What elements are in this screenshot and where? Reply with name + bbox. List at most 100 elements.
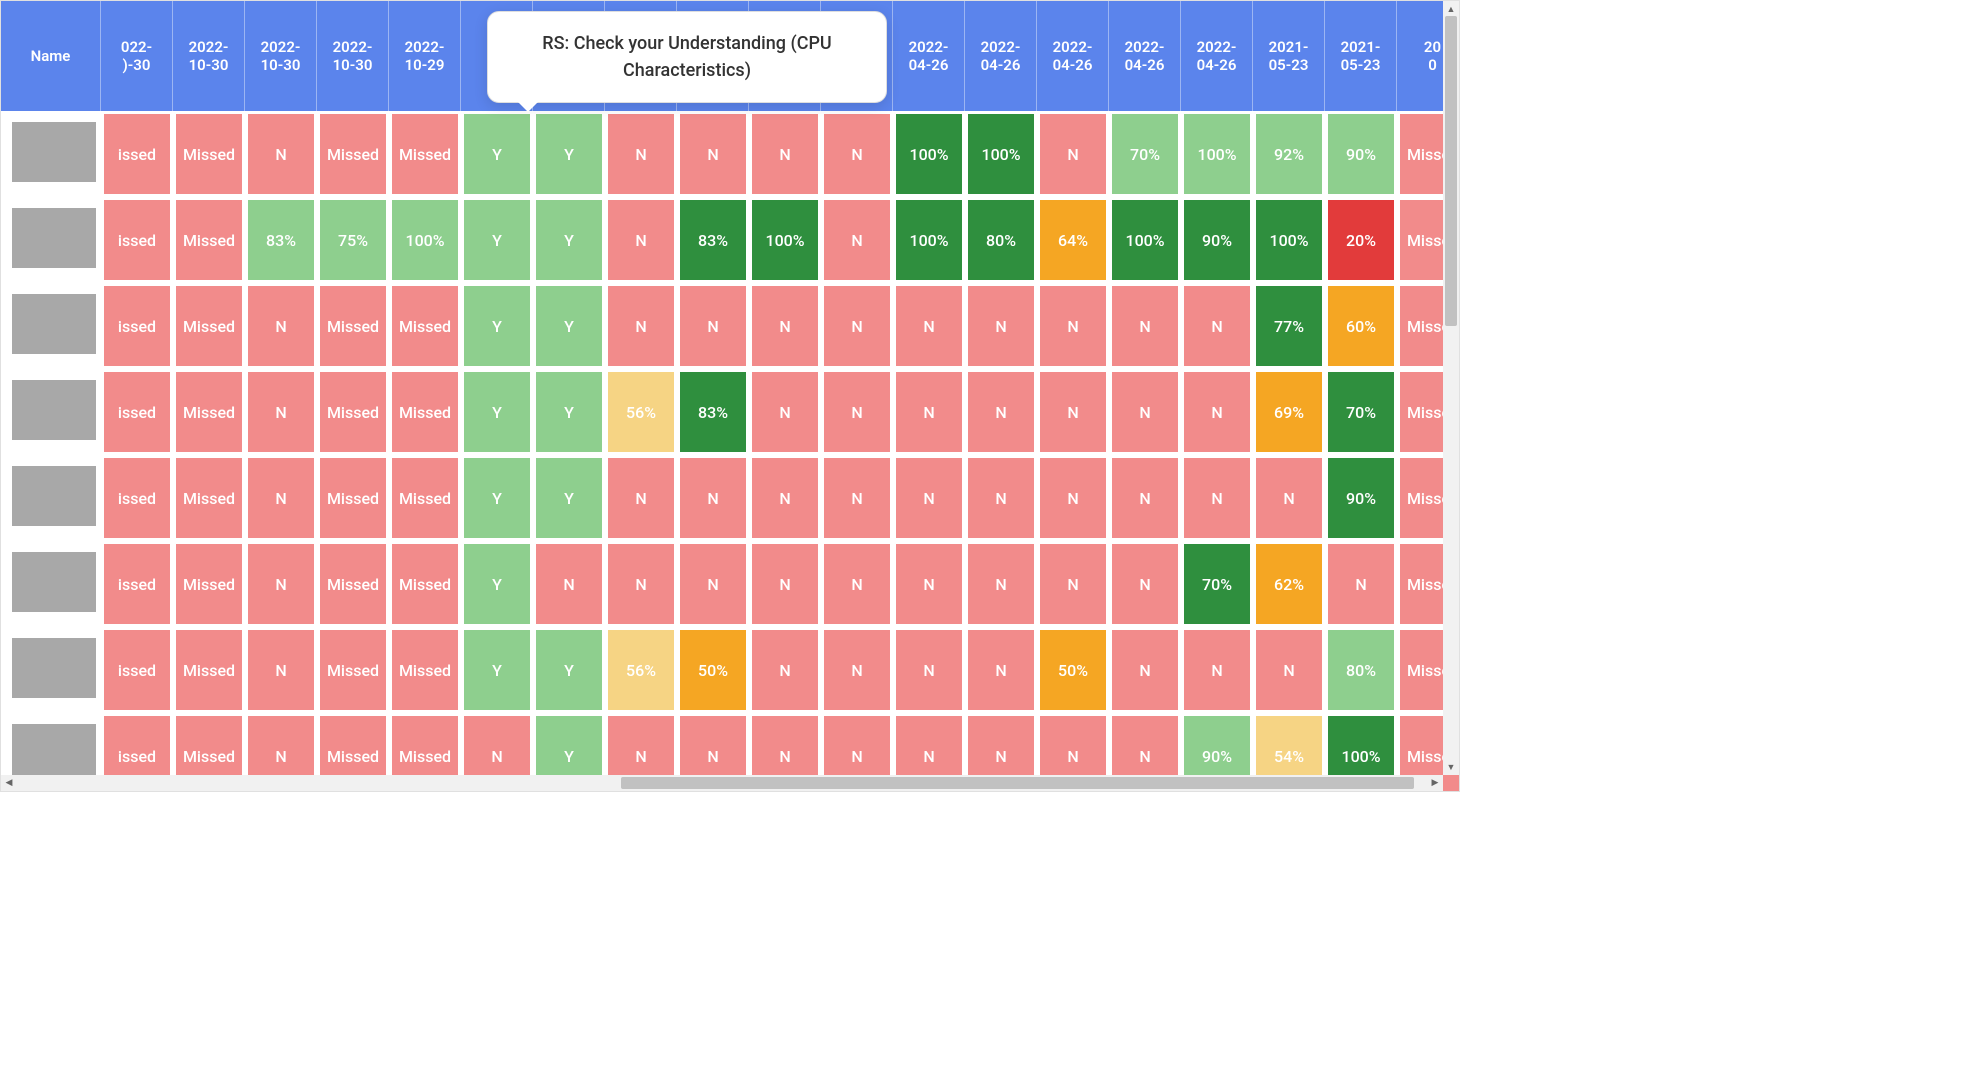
- grade-cell[interactable]: 100%: [1109, 197, 1181, 283]
- grade-cell[interactable]: N: [1181, 283, 1253, 369]
- grade-cell[interactable]: N: [749, 111, 821, 197]
- grade-cell[interactable]: 100%: [1181, 111, 1253, 197]
- grade-cell[interactable]: issed: [101, 283, 173, 369]
- grade-cell[interactable]: N: [245, 111, 317, 197]
- grade-cell[interactable]: 90%: [1325, 111, 1397, 197]
- grade-cell[interactable]: N: [533, 541, 605, 627]
- grade-cell[interactable]: 70%: [1181, 541, 1253, 627]
- student-name-cell[interactable]: [1, 541, 101, 627]
- column-header-date[interactable]: 2021-05-23: [1325, 1, 1397, 111]
- scroll-down-arrow[interactable]: ▼: [1443, 759, 1459, 775]
- grade-cell[interactable]: 100%: [893, 111, 965, 197]
- grade-cell[interactable]: N: [749, 283, 821, 369]
- grade-cell[interactable]: issed: [101, 455, 173, 541]
- student-name-cell[interactable]: [1, 627, 101, 713]
- grade-cell[interactable]: 100%: [749, 197, 821, 283]
- grade-cell[interactable]: 75%: [317, 197, 389, 283]
- grade-cell[interactable]: Y: [461, 369, 533, 455]
- vertical-scrollbar[interactable]: ▲ ▼: [1443, 1, 1459, 775]
- grade-cell[interactable]: Missed: [173, 283, 245, 369]
- grade-cell[interactable]: 56%: [605, 369, 677, 455]
- student-name-cell[interactable]: [1, 369, 101, 455]
- grade-cell[interactable]: 50%: [677, 627, 749, 713]
- grade-cell[interactable]: Y: [461, 541, 533, 627]
- grade-cell[interactable]: Y: [533, 111, 605, 197]
- grade-cell[interactable]: N: [1037, 369, 1109, 455]
- grade-cell[interactable]: N: [677, 455, 749, 541]
- column-header-date[interactable]: 2022-04-26: [893, 1, 965, 111]
- grade-cell[interactable]: Y: [461, 627, 533, 713]
- grade-cell[interactable]: Y: [461, 197, 533, 283]
- horizontal-scrollbar[interactable]: ◀ ▶: [1, 775, 1443, 791]
- grade-cell[interactable]: Y: [533, 283, 605, 369]
- grade-cell[interactable]: Missed: [173, 541, 245, 627]
- grade-cell[interactable]: N: [965, 369, 1037, 455]
- student-name-cell[interactable]: [1, 111, 101, 197]
- grade-cell[interactable]: 90%: [1325, 455, 1397, 541]
- grade-cell[interactable]: N: [1181, 455, 1253, 541]
- grade-cell[interactable]: N: [821, 197, 893, 283]
- column-header-date[interactable]: 2021-05-23: [1253, 1, 1325, 111]
- grade-cell[interactable]: Missed: [317, 111, 389, 197]
- grade-cell[interactable]: N: [1253, 627, 1325, 713]
- grade-cell[interactable]: N: [605, 455, 677, 541]
- grade-cell[interactable]: N: [821, 455, 893, 541]
- grade-cell[interactable]: Y: [533, 197, 605, 283]
- grade-cell[interactable]: N: [1109, 283, 1181, 369]
- grade-cell[interactable]: N: [605, 197, 677, 283]
- grade-cell[interactable]: N: [1109, 541, 1181, 627]
- grade-cell[interactable]: N: [965, 455, 1037, 541]
- grade-cell[interactable]: N: [1037, 541, 1109, 627]
- grade-cell[interactable]: 80%: [965, 197, 1037, 283]
- grade-cell[interactable]: Y: [461, 455, 533, 541]
- grade-cell[interactable]: 70%: [1109, 111, 1181, 197]
- grade-cell[interactable]: N: [821, 111, 893, 197]
- scroll-left-arrow[interactable]: ◀: [1, 775, 17, 791]
- grade-cell[interactable]: Missed: [389, 111, 461, 197]
- student-name-cell[interactable]: [1, 283, 101, 369]
- grade-cell[interactable]: 100%: [1253, 197, 1325, 283]
- grade-cell[interactable]: 60%: [1325, 283, 1397, 369]
- grade-cell[interactable]: Y: [461, 283, 533, 369]
- grade-cell[interactable]: Missed: [389, 627, 461, 713]
- grade-cell[interactable]: 100%: [389, 197, 461, 283]
- column-header-date[interactable]: 2022-10-30: [245, 1, 317, 111]
- grade-cell[interactable]: Missed: [173, 197, 245, 283]
- grade-cell[interactable]: N: [1181, 369, 1253, 455]
- grade-cell[interactable]: N: [245, 283, 317, 369]
- grade-cell[interactable]: Missed: [317, 627, 389, 713]
- grade-cell[interactable]: N: [821, 541, 893, 627]
- grade-cell[interactable]: N: [893, 541, 965, 627]
- grade-cell[interactable]: N: [677, 283, 749, 369]
- grade-cell[interactable]: Missed: [389, 455, 461, 541]
- column-header-date[interactable]: 2022-04-26: [1181, 1, 1253, 111]
- column-header-date[interactable]: 2022-04-26: [1109, 1, 1181, 111]
- column-header-date[interactable]: 022-)-30: [101, 1, 173, 111]
- scroll-container[interactable]: Name022-)-302022-10-302022-10-302022-10-…: [1, 1, 1459, 791]
- grade-cell[interactable]: N: [245, 455, 317, 541]
- grade-cell[interactable]: Missed: [173, 111, 245, 197]
- column-header-date[interactable]: 2022-04-26: [1037, 1, 1109, 111]
- grade-cell[interactable]: N: [1037, 111, 1109, 197]
- grade-cell[interactable]: issed: [101, 111, 173, 197]
- grade-cell[interactable]: N: [965, 541, 1037, 627]
- grade-cell[interactable]: N: [605, 541, 677, 627]
- grade-cell[interactable]: 83%: [677, 197, 749, 283]
- grade-cell[interactable]: Missed: [317, 541, 389, 627]
- grade-cell[interactable]: Y: [461, 111, 533, 197]
- grade-cell[interactable]: issed: [101, 197, 173, 283]
- grade-cell[interactable]: N: [1253, 455, 1325, 541]
- grade-cell[interactable]: N: [821, 627, 893, 713]
- student-name-cell[interactable]: [1, 455, 101, 541]
- grade-cell[interactable]: N: [245, 627, 317, 713]
- grade-cell[interactable]: N: [677, 541, 749, 627]
- grade-cell[interactable]: Missed: [317, 369, 389, 455]
- grade-cell[interactable]: N: [245, 369, 317, 455]
- grade-cell[interactable]: N: [965, 283, 1037, 369]
- grade-cell[interactable]: N: [749, 627, 821, 713]
- grade-cell[interactable]: N: [749, 541, 821, 627]
- student-name-cell[interactable]: [1, 197, 101, 283]
- column-header-date[interactable]: 2022-10-30: [173, 1, 245, 111]
- grade-cell[interactable]: Y: [533, 369, 605, 455]
- grade-cell[interactable]: N: [1109, 369, 1181, 455]
